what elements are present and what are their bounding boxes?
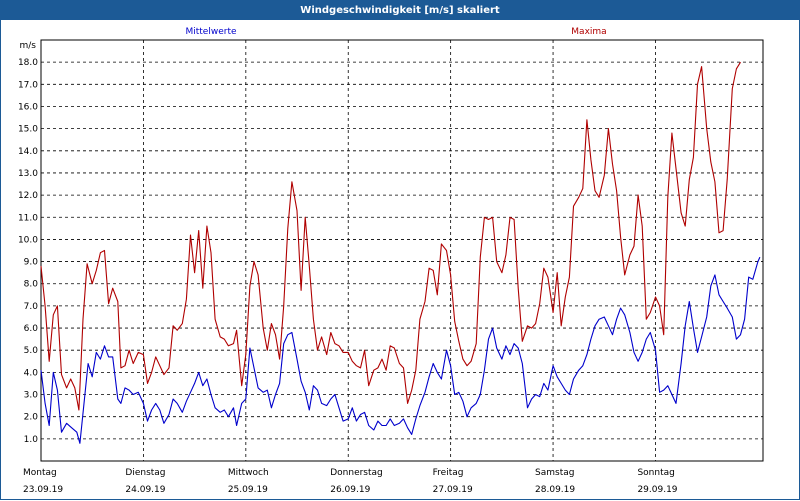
x-tick-day: Dienstag [125, 468, 165, 478]
x-tick-date: 25.09.19 [228, 485, 268, 495]
x-tick-day: Donnerstag [330, 468, 383, 478]
y-tick-label: 2.0 [24, 413, 39, 423]
series-line-mittelwerte [40, 256, 761, 444]
y-tick-label: 3.0 [24, 391, 39, 401]
y-tick-label: 7.0 [24, 302, 39, 312]
x-tick-day: Mittwoch [228, 468, 269, 478]
y-tick-label: 6.0 [24, 324, 39, 334]
x-tick-date: 27.09.19 [433, 485, 473, 495]
x-tick-day: Sonntag [637, 468, 674, 478]
x-tick-date: 28.09.19 [535, 485, 575, 495]
x-tick-day: Freitag [433, 468, 464, 478]
y-axis-label: m/s [20, 41, 37, 51]
y-tick-label: 16.0 [18, 102, 38, 112]
y-tick-label: 10.0 [18, 235, 38, 245]
y-tick-label: 15.0 [18, 125, 38, 135]
y-tick-label: 1.0 [24, 435, 39, 445]
window-title: Windgeschwindigkeit [m/s] skaliert [1, 1, 799, 20]
y-tick-label: 17.0 [18, 80, 38, 90]
y-tick-label: 12.0 [18, 191, 38, 201]
plot-area [40, 39, 764, 462]
x-tick-date: 26.09.19 [330, 485, 370, 495]
x-tick-date: 29.09.19 [637, 485, 677, 495]
y-tick-label: 8.0 [24, 280, 39, 290]
y-tick-label: 11.0 [18, 213, 38, 223]
y-tick-label: 4.0 [24, 368, 39, 378]
x-tick-day: Samstag [535, 468, 574, 478]
legend-label-mittelwerte: Mittelwerte [185, 27, 236, 37]
y-tick-label: 9.0 [24, 258, 39, 268]
y-tick-label: 18.0 [18, 58, 38, 68]
y-tick-label: 14.0 [18, 147, 38, 157]
series-line-maxima [40, 61, 741, 411]
legend-label-maxima: Maxima [571, 27, 606, 37]
y-tick-label: 13.0 [18, 169, 38, 179]
x-tick-date: 23.09.19 [23, 485, 63, 495]
x-tick-date: 24.09.19 [125, 485, 165, 495]
x-tick-day: Montag [23, 468, 57, 478]
y-tick-label: 5.0 [24, 346, 39, 356]
